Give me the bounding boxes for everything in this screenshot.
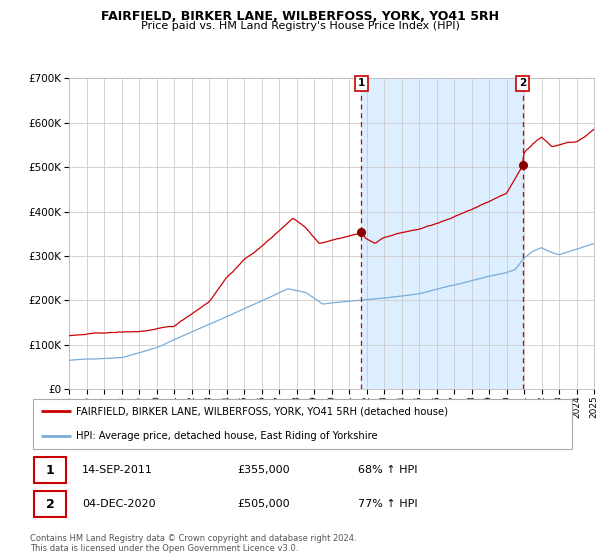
FancyBboxPatch shape: [34, 492, 66, 517]
Text: £355,000: £355,000: [238, 465, 290, 475]
Text: FAIRFIELD, BIRKER LANE, WILBERFOSS, YORK, YO41 5RH (detached house): FAIRFIELD, BIRKER LANE, WILBERFOSS, YORK…: [76, 406, 448, 416]
Text: 1: 1: [358, 78, 365, 88]
Text: Contains HM Land Registry data © Crown copyright and database right 2024.
This d: Contains HM Land Registry data © Crown c…: [30, 534, 356, 553]
Text: 1: 1: [46, 464, 55, 477]
Text: 04-DEC-2020: 04-DEC-2020: [82, 500, 155, 510]
Text: Price paid vs. HM Land Registry's House Price Index (HPI): Price paid vs. HM Land Registry's House …: [140, 21, 460, 31]
Text: 2: 2: [46, 498, 55, 511]
Text: HPI: Average price, detached house, East Riding of Yorkshire: HPI: Average price, detached house, East…: [76, 431, 378, 441]
Text: 77% ↑ HPI: 77% ↑ HPI: [358, 500, 417, 510]
Text: £505,000: £505,000: [238, 500, 290, 510]
Text: 2: 2: [519, 78, 526, 88]
Text: 68% ↑ HPI: 68% ↑ HPI: [358, 465, 417, 475]
FancyBboxPatch shape: [34, 458, 66, 483]
Text: FAIRFIELD, BIRKER LANE, WILBERFOSS, YORK, YO41 5RH: FAIRFIELD, BIRKER LANE, WILBERFOSS, YORK…: [101, 10, 499, 23]
FancyBboxPatch shape: [33, 399, 572, 449]
Text: 14-SEP-2011: 14-SEP-2011: [82, 465, 153, 475]
Bar: [361, 78, 523, 389]
